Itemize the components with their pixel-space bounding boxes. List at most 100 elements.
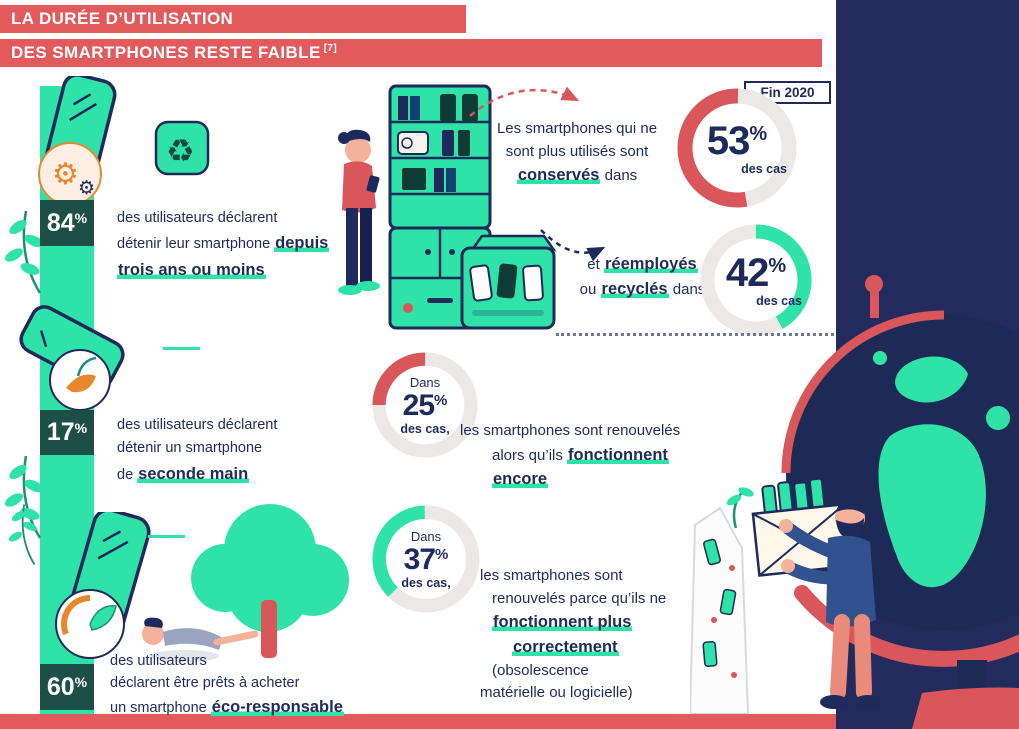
renew-broken-sub: des cas, [401, 575, 451, 590]
kept-line1: Les smartphones qui ne [496, 120, 658, 137]
title-line2-text: DES SMARTPHONES RESTE FAIBLE [11, 43, 321, 62]
donut-renew-broken: Dans 37% des cas, [372, 505, 480, 613]
recycled-text: et réemployés ou recyclés dans [575, 252, 710, 302]
stat-17-line3b: seconde main [137, 464, 250, 483]
phone-secondhand-illustration [19, 305, 125, 411]
leaf-sprig-icon [4, 455, 44, 539]
recycled-line2c: dans [668, 280, 706, 298]
kept-value: 53 [706, 118, 750, 163]
renew-broken-t6: matérielle ou logicielle) [480, 684, 633, 701]
stat-17-text: des utilisateurs déclarent détenir un sm… [117, 414, 377, 488]
arrow-to-recycles [540, 229, 606, 262]
title-line1-text: LA DURÉE D’UTILISATION [11, 9, 234, 28]
renew-broken-text: les smartphones sont renouvelés parce qu… [458, 565, 718, 705]
stat-60-badge: 60% [40, 664, 94, 710]
hand-leaf-icon [49, 349, 111, 411]
section-dash [148, 535, 185, 538]
leaf-sprig-icon [4, 210, 44, 294]
renew-working-value: 25 [402, 388, 435, 422]
renew-working-text: les smartphones sont renouvelés alors qu… [460, 420, 740, 492]
recycle-icon: ♻ [154, 120, 210, 176]
recycled-unit: % [768, 254, 787, 277]
storage-illustration [338, 84, 557, 330]
leaf-sprig-icon [726, 487, 754, 529]
stat-17-line3a: de [117, 466, 138, 483]
tree [191, 504, 349, 658]
renew-working-pre: Dans [409, 374, 441, 390]
recycled-line2b: recyclés [600, 279, 669, 298]
stat-17-unit: % [74, 419, 88, 436]
donut-recycles: 42% des cas [700, 224, 812, 336]
footnote-ref: [7] [323, 43, 338, 54]
title-banner-line2: DES SMARTPHONES RESTE FAIBLE [7] [0, 39, 822, 67]
renew-broken-unit: % [435, 545, 449, 563]
stat-60-line3b: éco-responsable [210, 697, 344, 716]
stat-84-text: des utilisateurs déclarent détenir leur … [117, 207, 377, 284]
collection-bin [460, 234, 557, 330]
svg-text:♻: ♻ [166, 132, 195, 170]
recycled-line1a: et [587, 256, 604, 273]
stat-60-line3a: un smartphone [110, 699, 211, 716]
kept-sub: des cas [741, 161, 787, 176]
recycled-line1b: réemployés [603, 255, 698, 273]
person-carrying-crate [779, 501, 882, 709]
crate-carrier-illustration [690, 477, 882, 714]
renew-working-sub: des cas, [400, 421, 450, 436]
svg-text:⚙: ⚙ [52, 157, 79, 192]
stat-84-value: 84 [46, 208, 75, 237]
stat-17-value: 17 [46, 418, 75, 446]
renew-broken-t2: renouvelés parce qu’ils ne [492, 589, 667, 607]
stat-84-line2a: détenir leur smartphone [117, 236, 275, 253]
phone-lifespan-illustration: ⚙ ⚙ ♻ [38, 76, 210, 206]
kept-text: Les smartphones qui ne sont plus utilisé… [472, 118, 682, 188]
donut-renew-working: Dans 25% des cas, [372, 352, 478, 458]
gears-icon: ⚙ ⚙ [38, 142, 102, 206]
stat-60-line2: déclarent être prêts à acheter [110, 675, 300, 692]
kept-line2: sont plus utilisés sont [505, 142, 649, 160]
stat-60-line1: des utilisateurs [110, 653, 207, 669]
recycled-line2a: ou [579, 280, 601, 298]
stat-84-line3: trois ans ou moins [117, 261, 266, 280]
donut-conserves: 53% des cas [677, 88, 797, 208]
globe-stand-base [912, 660, 1019, 729]
renew-broken-t4: correctement [512, 637, 619, 656]
recycled-sub: des cas [756, 293, 802, 308]
person-resting [142, 617, 259, 662]
kept-line3a: conservés [516, 166, 601, 184]
globe-axis [865, 275, 883, 318]
flow-arrows [469, 86, 606, 262]
phone-mountain [690, 506, 750, 714]
renew-broken-t5: (obsolescence [492, 661, 589, 679]
stat-84-line1: des utilisateurs déclarent [117, 210, 278, 226]
stat-60-value: 60 [46, 672, 75, 701]
renew-broken-t1: les smartphones sont [480, 567, 623, 584]
section-dash [163, 347, 200, 350]
stat-17-line1: des utilisateurs déclarent [117, 417, 278, 433]
recycled-value: 42 [725, 250, 769, 295]
globe-meridian [781, 310, 945, 474]
person-with-phone [338, 129, 380, 295]
title-banner-line1: LA DURÉE D’UTILISATION [0, 5, 466, 33]
stat-17-badge: 17% [40, 410, 94, 455]
renew-working-t2a: alors qu’ils [492, 446, 568, 464]
arrow-to-conserves [469, 86, 580, 117]
stat-60-text: des utilisateurs déclarent être prêts à … [110, 650, 380, 721]
stat-84-unit: % [74, 210, 88, 226]
leaf-sprig-icon [8, 504, 37, 566]
renew-working-t2b: fonctionnent [567, 445, 669, 464]
fin-2020-label: Fin 2020 [760, 85, 815, 100]
svg-text:⚙: ⚙ [78, 177, 95, 199]
dotted-separator [556, 333, 834, 336]
tree-illustration [142, 504, 349, 662]
phone-eco-illustration [55, 512, 151, 659]
stat-84-badge: 84% [40, 200, 94, 246]
renew-broken-value: 37 [403, 542, 436, 576]
eco-gauge-icon [55, 589, 125, 659]
renew-working-unit: % [434, 391, 448, 409]
renew-broken-t3: fonctionnent plus [492, 613, 633, 631]
stat-60-unit: % [74, 674, 88, 690]
renew-broken-pre: Dans [410, 528, 442, 544]
stat-84-line2b: depuis [274, 234, 330, 253]
stat-17-line2: détenir un smartphone [117, 440, 263, 457]
